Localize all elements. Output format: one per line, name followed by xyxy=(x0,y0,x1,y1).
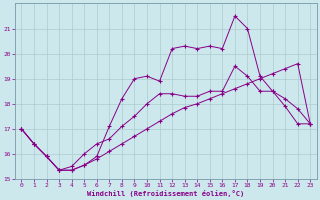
X-axis label: Windchill (Refroidissement éolien,°C): Windchill (Refroidissement éolien,°C) xyxy=(87,190,244,197)
